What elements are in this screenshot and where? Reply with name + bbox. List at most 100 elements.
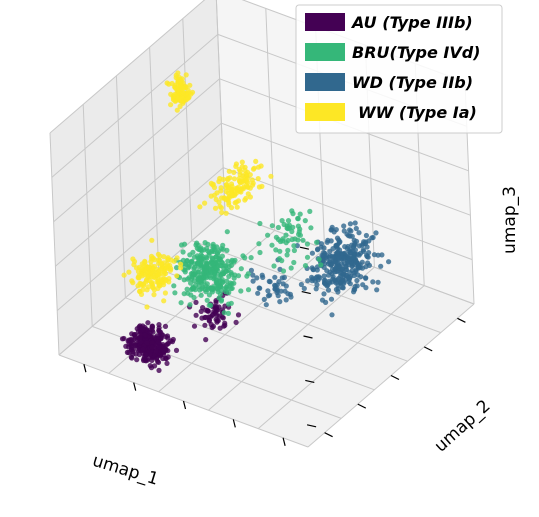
scatter-point: [233, 319, 239, 325]
scatter-point: [203, 254, 209, 260]
axis-ticks: [83, 246, 466, 446]
left-grid-line: [49, 0, 206, 134]
scatter-point: [283, 297, 289, 303]
scatter-point: [211, 284, 217, 290]
scatter-point: [168, 102, 174, 108]
scatter-point: [127, 338, 133, 344]
scatter-point: [359, 259, 365, 265]
scatter-point: [187, 82, 193, 88]
scatter-point: [364, 253, 370, 260]
scatter-point: [350, 248, 356, 254]
scatter-point: [220, 242, 226, 248]
legend-label-au: AU (Type IIIb): [350, 13, 473, 32]
scatter-point: [180, 85, 186, 92]
scatter-point: [179, 76, 185, 82]
scatter-point: [275, 293, 281, 299]
scatter-point: [176, 87, 182, 93]
scatter-point: [210, 311, 216, 317]
scatter-point: [370, 279, 376, 285]
scatter-point: [324, 239, 330, 245]
scatter-point: [224, 196, 231, 202]
scatter-point: [355, 272, 361, 278]
scatter-point: [147, 351, 153, 357]
scatter-point: [374, 287, 380, 293]
legend-swatch-bru: [305, 43, 345, 61]
scatter-point: [223, 263, 229, 269]
scatter-point: [245, 191, 251, 197]
scatter-point: [144, 304, 150, 310]
scatter-point: [161, 271, 167, 277]
scatter-point: [314, 267, 320, 273]
scatter-point: [279, 218, 285, 224]
scatter-point: [249, 182, 256, 188]
scatter-point: [356, 252, 362, 258]
scatter-point: [304, 241, 310, 247]
scatter-point: [319, 297, 326, 303]
scatter-point: [269, 242, 275, 248]
scatter-point: [155, 272, 161, 278]
scatter-point: [149, 340, 155, 346]
scatter-point: [273, 247, 279, 253]
scatter-point: [227, 280, 234, 286]
scatter-point: [285, 218, 292, 224]
scatter-point: [301, 285, 307, 292]
scatter-point: [142, 259, 148, 265]
scatter-point: [218, 188, 224, 194]
back-grid-line: [265, 8, 276, 231]
scatter-point: [188, 280, 194, 286]
scatter-point: [277, 299, 283, 305]
scatter-point: [231, 169, 237, 175]
scatter-point: [386, 259, 392, 265]
scatter-point: [258, 163, 264, 169]
scatter-point: [151, 292, 157, 298]
scatter-point: [234, 204, 240, 210]
scatter-point: [244, 273, 250, 279]
scatter-point: [354, 277, 360, 284]
scatter-point: [132, 342, 138, 348]
scatter-point: [193, 312, 199, 318]
scatter-point: [186, 262, 193, 268]
y-tick: [357, 403, 367, 409]
scatter-point: [223, 210, 229, 216]
scatter-point: [231, 176, 238, 182]
scatter-point: [211, 270, 218, 276]
grid-lines: [49, 0, 475, 448]
scatter-point: [199, 265, 205, 271]
scatter-point: [302, 263, 309, 269]
data-points: [119, 70, 392, 373]
left-grid-line: [149, 47, 160, 270]
scatter-point: [291, 247, 297, 254]
scatter-point: [250, 272, 256, 278]
scatter-point: [162, 323, 169, 329]
scatter-point: [328, 238, 334, 244]
scatter-point: [178, 265, 184, 271]
scatter-point: [200, 305, 206, 311]
scatter-point: [248, 267, 254, 273]
scatter-point: [164, 360, 170, 366]
scatter-point: [268, 173, 274, 179]
scatter-point: [205, 308, 211, 314]
scatter-point: [188, 271, 194, 277]
scatter-point: [285, 247, 291, 253]
scatter-point: [219, 209, 225, 216]
scatter-point: [179, 242, 185, 248]
scatter-point: [187, 302, 193, 308]
scatter-point: [245, 287, 252, 293]
scatter-point: [379, 252, 385, 258]
scatter-point: [283, 232, 289, 238]
scatter-point: [213, 254, 219, 260]
scatter-point: [162, 346, 168, 352]
scatter-point: [288, 265, 294, 271]
scatter-point: [182, 269, 188, 275]
scatter-point: [291, 259, 297, 266]
z-tick: [306, 424, 317, 428]
scatter-point: [217, 325, 223, 331]
back-grid-line: [221, 122, 471, 216]
scatter-point: [165, 354, 171, 360]
scatter-point: [214, 265, 220, 271]
scatter-point: [341, 223, 347, 229]
scatter-point: [177, 103, 183, 109]
scatter-point: [328, 296, 335, 302]
scatter-point: [257, 285, 263, 291]
scatter-point: [173, 347, 180, 353]
